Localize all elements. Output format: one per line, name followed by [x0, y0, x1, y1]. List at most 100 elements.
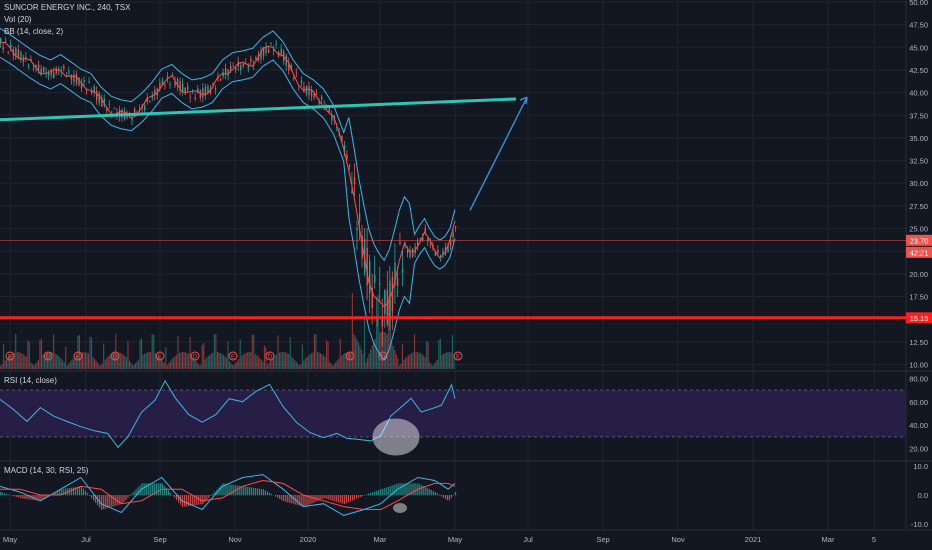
candle-body — [7, 51, 9, 53]
macd-histogram-bar — [153, 483, 155, 496]
macd-histogram-bar — [42, 495, 44, 500]
candle-body — [270, 42, 272, 44]
macd-histogram-bar — [101, 495, 103, 510]
volume-bar — [356, 339, 358, 369]
macd-histogram-bar — [117, 495, 119, 506]
volume-bar — [300, 364, 302, 369]
volume-bar — [271, 358, 273, 369]
candle-body — [346, 154, 348, 160]
macd-histogram-bar — [281, 495, 283, 500]
candle-body — [265, 46, 267, 53]
candle-body — [227, 69, 229, 76]
candle-body — [194, 97, 197, 99]
volume-bar — [310, 353, 312, 369]
event-marker[interactable] — [73, 351, 83, 361]
macd-histogram-bar — [220, 485, 222, 496]
macd-histogram-bar — [325, 495, 327, 499]
candle-body — [434, 252, 437, 257]
macd-histogram-bar — [109, 495, 111, 508]
macd-histogram-bar — [64, 488, 66, 496]
macd-pane[interactable] — [0, 474, 457, 516]
macd-histogram-bar — [434, 492, 436, 496]
macd-histogram-bar — [254, 488, 256, 496]
volume-bar — [34, 363, 36, 369]
macd-histogram-bar — [287, 495, 289, 503]
event-marker[interactable] — [110, 351, 120, 361]
candle-body — [179, 80, 181, 91]
volume-bar — [279, 352, 281, 369]
volume-bar — [157, 356, 159, 369]
event-marker[interactable] — [5, 351, 15, 361]
volume-bar — [141, 338, 143, 369]
volume-bar — [445, 352, 447, 369]
macd-histogram-bar — [34, 495, 36, 501]
volume-bar — [1, 363, 3, 369]
candle-body — [242, 63, 245, 67]
macd-histogram-bar — [270, 493, 273, 496]
volume-bar — [363, 318, 366, 369]
macd-histogram-bar — [424, 486, 426, 496]
volume-bar — [209, 354, 211, 369]
macd-histogram-bar — [30, 495, 32, 500]
candle-body — [40, 68, 42, 75]
candle-body — [267, 49, 270, 53]
candle-body — [108, 103, 111, 105]
price-tick-label: 47.50 — [909, 21, 928, 30]
macd-histogram-bar — [331, 495, 333, 501]
volume-bar — [235, 362, 237, 369]
arrow-line[interactable] — [469, 96, 528, 211]
event-marker[interactable] — [378, 351, 388, 361]
rsi-pane[interactable] — [0, 379, 906, 449]
event-marker[interactable] — [453, 351, 463, 361]
volume-bar — [327, 342, 329, 369]
volume-bar — [39, 340, 41, 369]
volume-bar — [397, 358, 399, 369]
event-marker[interactable] — [190, 351, 200, 361]
trendline[interactable] — [0, 97, 517, 122]
price-tick-label: 50.00 — [909, 0, 928, 7]
axes: May Jul Sep Nov 2020 Mar May Jul Sep Nov 2021 Mar 5 5… — [3, 0, 928, 544]
volume-bar — [277, 335, 279, 369]
candle-body — [45, 71, 47, 74]
volume-bar — [206, 357, 208, 369]
volume-bar — [380, 331, 382, 369]
volume-bar — [432, 365, 434, 369]
candle-body — [379, 283, 381, 286]
macd-histogram-bar — [218, 487, 220, 496]
volume-bar — [165, 346, 167, 369]
x-tick-label: Jul — [523, 535, 533, 544]
event-marker[interactable] — [155, 351, 165, 361]
event-marker[interactable] — [43, 351, 53, 361]
candle-body — [224, 68, 227, 75]
candle-body — [118, 109, 121, 117]
macd-histogram-bar — [262, 489, 265, 496]
volume-bar — [71, 359, 73, 369]
volume-bar — [47, 352, 49, 369]
macd-highlight-ellipse[interactable] — [393, 503, 407, 513]
macd-histogram-bar — [167, 490, 170, 496]
candle-body — [240, 65, 242, 71]
volume-bar — [227, 341, 229, 369]
volume-bar — [291, 356, 293, 369]
candle-body — [53, 72, 55, 79]
volume-bar — [254, 353, 256, 369]
volume-bar — [186, 352, 188, 369]
price-tick-label: 37.50 — [909, 111, 928, 120]
candle-body — [212, 84, 214, 86]
event-marker[interactable] — [265, 351, 275, 361]
candle-body — [73, 74, 75, 83]
volume-bar — [159, 357, 161, 369]
macd-histogram-bar — [412, 483, 414, 496]
event-marker[interactable] — [228, 351, 238, 361]
volume-bar — [177, 335, 179, 369]
macd-histogram-bar — [173, 495, 176, 498]
rsi-tick-label: 60.00 — [909, 398, 928, 407]
candle-body — [363, 238, 366, 273]
candle-body — [219, 79, 222, 81]
volume-bar — [379, 332, 381, 369]
event-marker[interactable] — [345, 351, 355, 361]
macd-histogram-bar — [76, 486, 79, 496]
rsi-highlight-ellipse[interactable] — [372, 418, 420, 456]
